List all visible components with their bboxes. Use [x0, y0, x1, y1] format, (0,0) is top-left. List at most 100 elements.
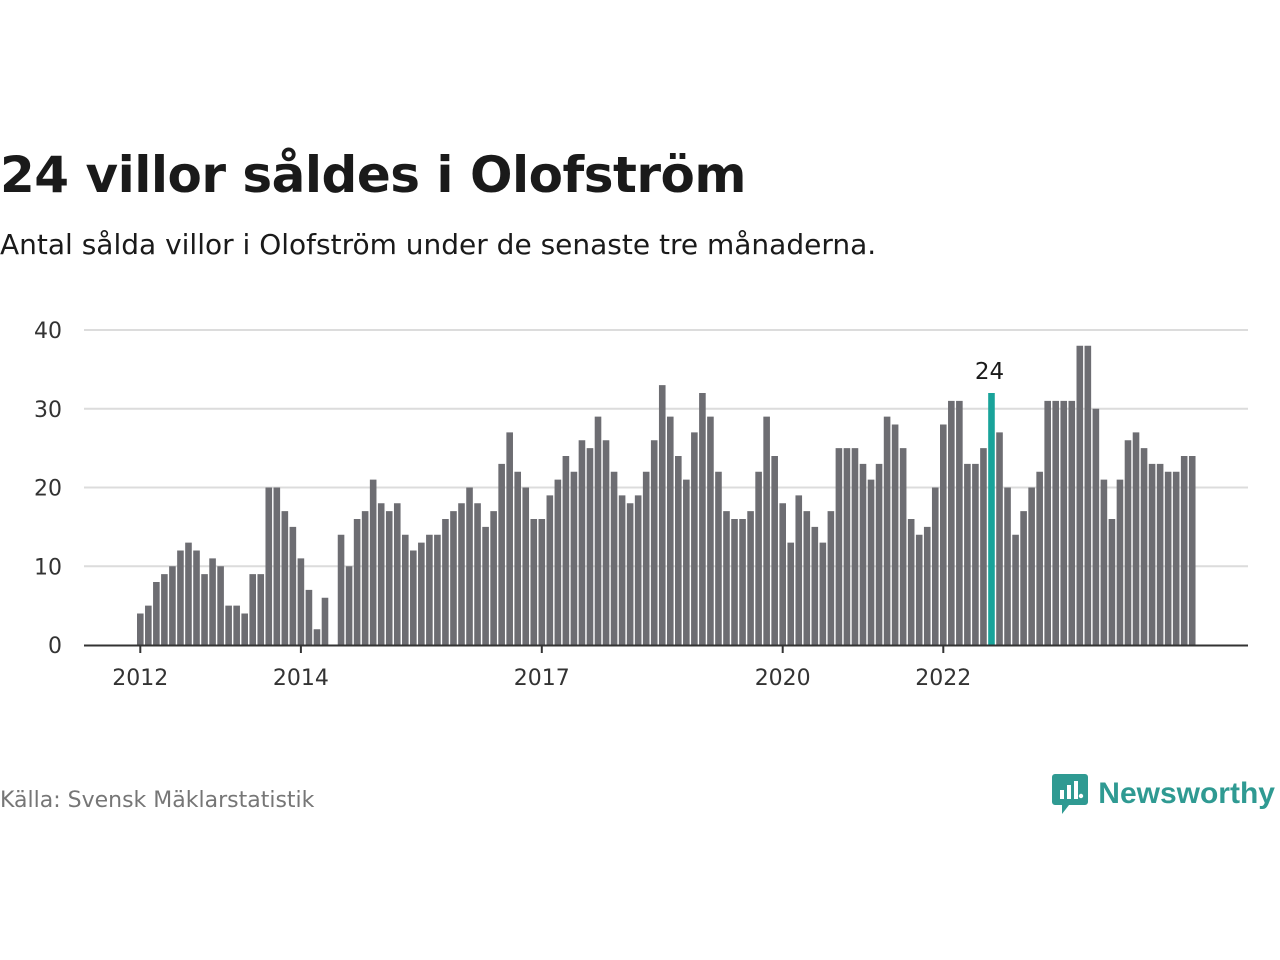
- bar: [578, 440, 586, 645]
- bar: [185, 542, 192, 646]
- bar: [1180, 456, 1188, 645]
- bar: [193, 550, 200, 645]
- bar: [803, 511, 811, 646]
- source-note: Källa: Svensk Mäklarstatistik: [0, 788, 315, 813]
- bar: [458, 503, 465, 645]
- bar: [1052, 400, 1060, 646]
- bar: [715, 471, 722, 645]
- bar: [273, 487, 281, 645]
- bar: [570, 471, 578, 645]
- bar: [1012, 534, 1019, 645]
- bar: [956, 400, 963, 646]
- bar: [401, 534, 409, 645]
- bar: [707, 416, 714, 646]
- bar: [161, 574, 168, 646]
- y-tick-label: 40: [34, 319, 62, 344]
- bar: [369, 479, 377, 646]
- bar: [450, 511, 457, 646]
- bar: [225, 605, 232, 646]
- x-tick-label: 2017: [514, 666, 570, 691]
- bar: [281, 511, 289, 646]
- bar: [899, 448, 907, 646]
- bar: [546, 495, 554, 646]
- bar: [249, 574, 257, 646]
- bar: [851, 448, 859, 646]
- x-tick-label: 2014: [273, 666, 329, 691]
- bar: [602, 440, 610, 645]
- bar: [683, 479, 690, 646]
- bar: [201, 574, 208, 646]
- bar: [506, 432, 513, 646]
- bar: [385, 511, 393, 646]
- bar: [426, 534, 433, 645]
- bar: [859, 463, 867, 646]
- annotations: 24: [975, 359, 1004, 385]
- bar: [377, 503, 385, 645]
- y-tick-label: 30: [34, 398, 62, 423]
- bar: [177, 550, 184, 645]
- bar: [474, 503, 481, 645]
- bar: [361, 511, 369, 646]
- bar: [875, 463, 883, 646]
- bar: [538, 519, 546, 645]
- bar: [530, 519, 538, 645]
- bar: [948, 400, 955, 646]
- bar: [562, 456, 570, 645]
- bar: [666, 416, 674, 646]
- brand-name: Newsworthy: [1098, 777, 1275, 810]
- bar: [345, 566, 353, 645]
- bar: [1076, 345, 1084, 645]
- brand-logo: Newsworthy: [1052, 772, 1275, 816]
- bar: [658, 385, 666, 646]
- bar: [305, 589, 313, 646]
- bar: [1060, 400, 1068, 646]
- bar: [1028, 487, 1035, 645]
- bar: [257, 574, 265, 646]
- y-axis-labels: 0 10 20 30 40: [34, 319, 62, 659]
- bar: [747, 511, 754, 646]
- bar: [1036, 471, 1043, 645]
- bar: [217, 566, 224, 645]
- bar: [594, 416, 602, 646]
- bar: [787, 542, 795, 646]
- bar: [1156, 463, 1164, 646]
- bar: [1044, 400, 1051, 646]
- bar: [980, 448, 987, 646]
- newsworthy-logo-icon: [1052, 774, 1089, 814]
- bar: [434, 534, 441, 645]
- bar: [699, 393, 706, 645]
- bar: [891, 424, 899, 645]
- bar: [843, 448, 851, 646]
- highlight-value-label: 24: [975, 359, 1004, 385]
- bar: [771, 456, 778, 645]
- bar: [827, 511, 835, 646]
- bar: [867, 479, 875, 646]
- bar: [586, 448, 594, 646]
- x-tick-label: 2022: [915, 666, 971, 691]
- bar: [915, 534, 923, 645]
- bar: [610, 471, 618, 645]
- bar: [940, 424, 947, 645]
- bar: [482, 526, 489, 646]
- bar: [1092, 408, 1100, 645]
- y-tick-label: 10: [34, 555, 62, 580]
- bar: [410, 550, 417, 645]
- bar: [972, 463, 979, 646]
- bar: [923, 526, 931, 646]
- bar: [642, 471, 650, 645]
- bar: [626, 503, 634, 645]
- bar: [490, 511, 497, 646]
- x-axis: 2012 2014 2017 2020 2022: [84, 644, 1248, 691]
- bar: [153, 582, 160, 645]
- bar: [1164, 471, 1172, 645]
- bar-chart: 0 10 20 30 40 2012 2014 2017 2020 2022 24: [34, 319, 1248, 691]
- bar: [297, 558, 305, 646]
- bar: [819, 542, 827, 646]
- bar: [634, 495, 642, 646]
- bar: [241, 613, 248, 645]
- bar: [233, 605, 240, 646]
- bar: [1100, 479, 1108, 646]
- bar: [675, 456, 682, 645]
- bar: [145, 605, 152, 646]
- bar: [1132, 432, 1140, 646]
